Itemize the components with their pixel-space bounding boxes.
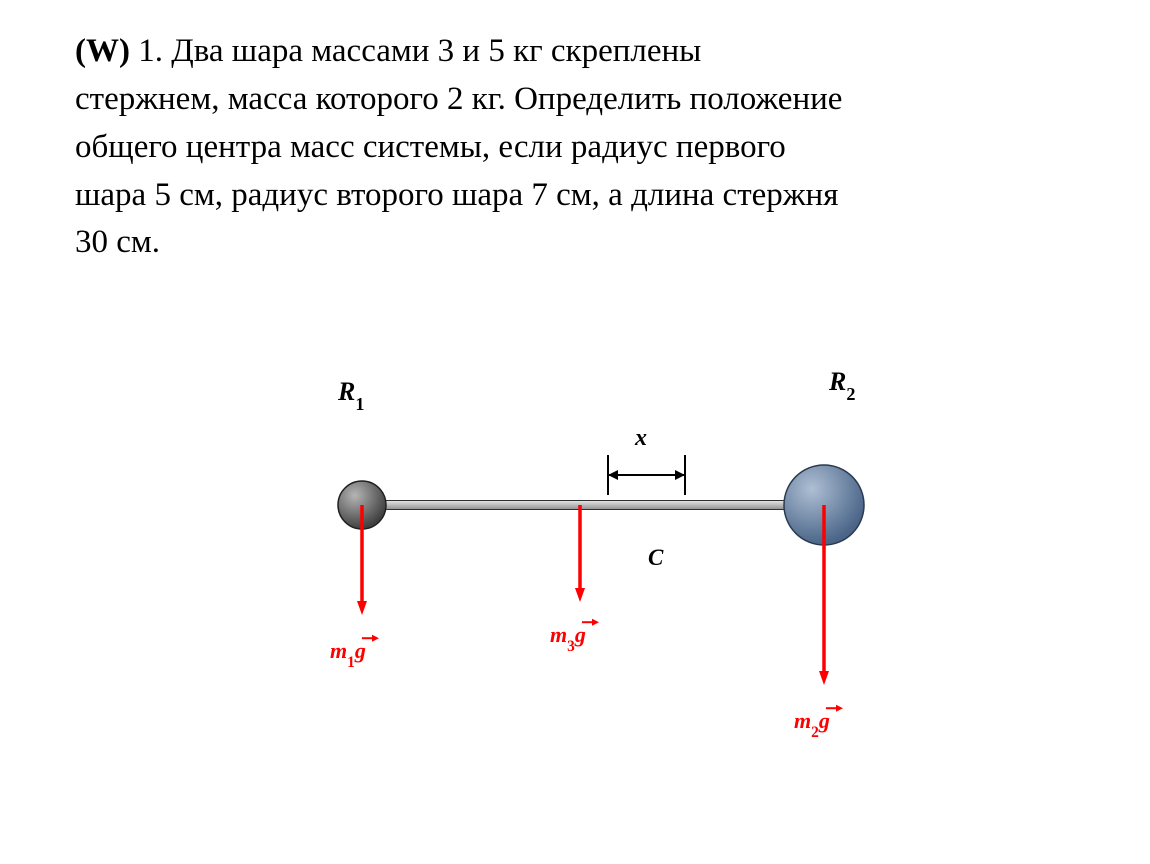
force-arrow-2-head (819, 671, 829, 685)
label-R2: R2 (828, 367, 855, 404)
x-arrowhead-left (608, 470, 618, 480)
problem-line5: 30 см. (75, 224, 160, 260)
rod (362, 501, 793, 510)
problem-label: (W) (75, 33, 130, 69)
force-arrow-3-head (575, 588, 585, 602)
label-m2g-vec-head (836, 705, 843, 712)
label-R1: R1 (337, 377, 364, 414)
physics-diagram: R1 R2 x Cm1g m3g m2g (270, 340, 910, 760)
problem-text: (W) 1. Два шара массами 3 и 5 кг скрепле… (75, 28, 1075, 267)
problem-line4: шара 5 см, радиус второго шара 7 см, а д… (75, 177, 838, 213)
label-C: C (648, 545, 664, 570)
label-m3g: m3g (550, 622, 586, 655)
problem-number: 1. (138, 33, 163, 69)
problem-line3: общего центра масс системы, если радиус … (75, 129, 786, 165)
label-m1g: m1g (330, 638, 366, 671)
label-m3g-vec-head (592, 619, 599, 626)
force-arrow-1-head (357, 601, 367, 615)
problem-line1: Два шара массами 3 и 5 кг скреплены (171, 33, 701, 69)
label-m2g: m2g (794, 708, 830, 741)
problem-line2: стержнем, масса которого 2 кг. Определит… (75, 81, 842, 117)
diagram-svg: R1 R2 x Cm1g m3g m2g (270, 340, 910, 760)
label-m1g-vec-head (372, 635, 379, 642)
label-x: x (634, 425, 647, 451)
x-arrowhead-right (675, 470, 685, 480)
